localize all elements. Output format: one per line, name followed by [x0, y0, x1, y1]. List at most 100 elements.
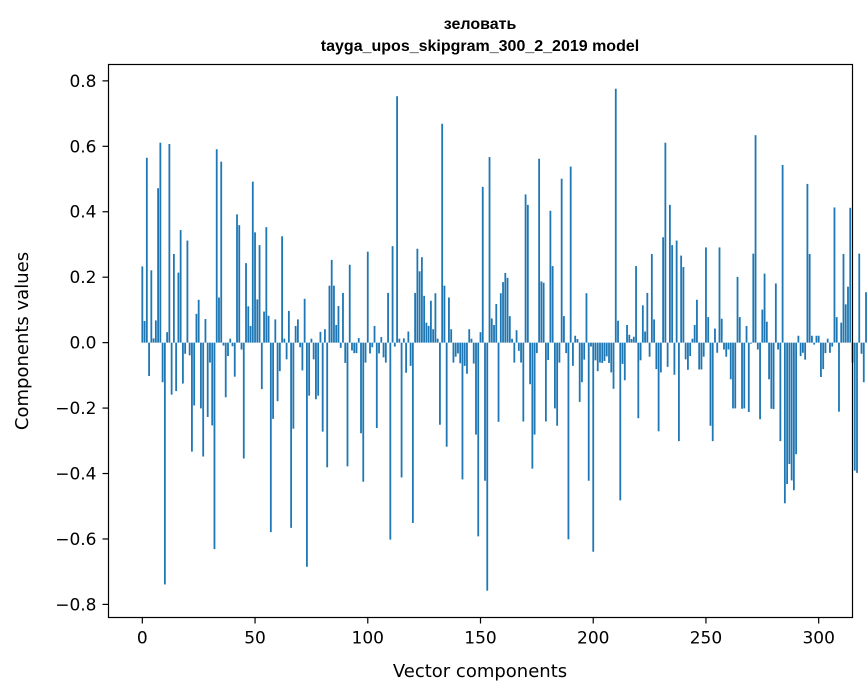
bar-component-115 [400, 342, 403, 478]
bar-component-313 [847, 286, 849, 343]
bar-component-219 [635, 266, 637, 343]
bar-component-166 [515, 330, 518, 343]
bar-component-307 [833, 207, 836, 343]
bar-component-156 [493, 324, 495, 343]
bar-component-152 [484, 342, 486, 481]
bar-component-53 [260, 342, 263, 390]
bar-component-37 [224, 342, 227, 398]
bar-component-203 [599, 342, 601, 363]
y-axis-label: Components values [12, 252, 33, 430]
bar-component-262 [732, 342, 734, 409]
bar-component-36 [222, 342, 225, 346]
bar-component-52 [258, 245, 261, 343]
bar-component-162 [506, 277, 509, 343]
bar-component-232 [664, 142, 667, 343]
bar-component-234 [668, 204, 671, 343]
bar-component-11 [166, 332, 169, 343]
bar-component-140 [457, 342, 459, 354]
plot-frame [107, 63, 854, 619]
bar-component-221 [639, 342, 642, 361]
bar-component-289 [792, 342, 795, 491]
bar-component-316 [853, 342, 856, 471]
y-tick-label: 0.6 [69, 137, 96, 157]
bar-component-125 [423, 295, 426, 343]
bar-component-215 [626, 324, 628, 343]
bar-component-96 [357, 338, 360, 343]
bar-component-293 [802, 342, 804, 353]
bar-component-0 [141, 266, 144, 343]
x-tick-label: 250 [690, 629, 722, 649]
bar-component-299 [815, 335, 818, 343]
bar-component-46 [245, 263, 247, 343]
bar-component-238 [678, 342, 680, 442]
x-tick-label: 150 [464, 629, 496, 649]
bar-component-267 [743, 342, 746, 409]
bar-component-277 [765, 321, 768, 343]
y-tick-label: −0.8 [55, 595, 96, 615]
bar-component-225 [648, 342, 651, 357]
bar-component-83 [328, 285, 331, 343]
bar-component-276 [763, 273, 766, 343]
bar-component-212 [619, 342, 622, 501]
bar-component-100 [366, 251, 369, 343]
y-axis-ticks: −0.8 −0.6 −0.4 −0.2 0.0 0.2 0.4 0.6 0.8 [55, 72, 109, 615]
bar-component-68 [294, 325, 297, 343]
bar-component-123 [418, 271, 421, 343]
y-tick-label: 0.2 [69, 268, 96, 288]
bar-component-72 [303, 298, 306, 343]
bar-component-317 [856, 342, 858, 473]
bar-component-213 [621, 342, 624, 364]
x-tick-label: 0 [137, 629, 148, 649]
bar-component-165 [513, 342, 516, 363]
bar-component-300 [817, 335, 820, 343]
bar-component-118 [407, 331, 410, 343]
bar-component-209 [612, 342, 615, 389]
bar-component-40 [231, 342, 234, 347]
bar-component-145 [468, 329, 471, 343]
bar-component-55 [265, 227, 268, 343]
bar-component-122 [416, 248, 419, 343]
bar-component-192 [574, 335, 577, 343]
bar-component-137 [450, 329, 453, 343]
bar-component-270 [750, 342, 752, 344]
bar-component-70 [299, 342, 302, 348]
bar-component-186 [560, 178, 563, 343]
bar-component-185 [558, 342, 561, 363]
bar-component-205 [603, 342, 606, 361]
bar-component-301 [820, 342, 822, 377]
bar-component-75 [310, 338, 313, 343]
bar-component-288 [790, 342, 793, 481]
bar-component-242 [687, 342, 689, 370]
bar-component-4 [150, 270, 153, 343]
bar-component-63 [283, 338, 286, 343]
bar-component-43 [238, 225, 241, 343]
bar-component-48 [249, 325, 252, 343]
bar-component-320 [862, 342, 865, 383]
bar-component-62 [281, 236, 283, 343]
bar-component-16 [177, 272, 180, 343]
bar-component-189 [567, 342, 570, 540]
bar-component-298 [813, 342, 816, 345]
bar-component-312 [844, 304, 847, 343]
bar-component-107 [382, 342, 385, 358]
bar-component-251 [707, 317, 710, 343]
bar-component-6 [154, 320, 157, 343]
bar-component-172 [529, 342, 531, 385]
bar-component-99 [364, 342, 367, 363]
bar-component-116 [402, 338, 405, 343]
bar-component-155 [490, 318, 493, 343]
bar-component-268 [745, 325, 748, 343]
bar-component-27 [202, 342, 205, 457]
bar-component-89 [342, 292, 344, 343]
bar-component-113 [396, 96, 398, 343]
chart-title: зеловать [444, 16, 517, 33]
bar-component-245 [693, 324, 696, 343]
bar-component-250 [705, 247, 707, 343]
bar-component-129 [432, 329, 435, 343]
bar-component-106 [380, 337, 383, 343]
bar-component-133 [441, 123, 444, 343]
bar-component-66 [290, 342, 293, 528]
bar-component-57 [269, 342, 272, 533]
bar-component-217 [630, 339, 633, 343]
bar-component-196 [583, 342, 586, 360]
